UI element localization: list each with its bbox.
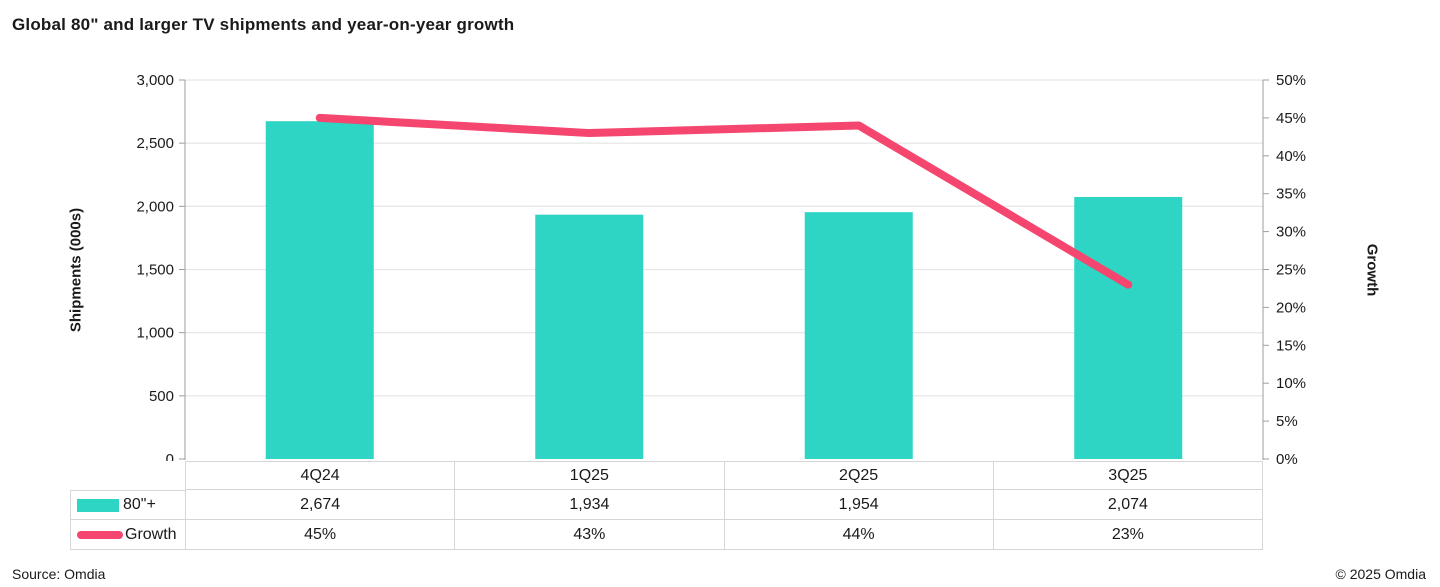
legend-label: 80"+ (123, 496, 156, 513)
left-axis-tick-label: 500 (149, 388, 174, 405)
right-axis-tick-label: 45% (1276, 110, 1306, 127)
right-axis-tick-label: 20% (1276, 299, 1306, 316)
table-header-row: 4Q24 1Q25 2Q25 3Q25 (70, 461, 1263, 490)
table-cell: 23% (992, 520, 1263, 550)
left-axis-tick-label: 3,000 (136, 72, 174, 89)
bar-1Q25 (535, 214, 644, 459)
bar-series-swatch-icon (77, 498, 119, 512)
right-axis-tick-label: 40% (1276, 148, 1306, 165)
left-axis-tick-label: 2,000 (136, 198, 174, 215)
table-cell: 1,954 (723, 490, 993, 520)
right-axis-tick-label: 30% (1276, 224, 1306, 241)
data-table: 4Q24 1Q25 2Q25 3Q25 80"+ 2,674 1,934 1,9… (70, 461, 1263, 550)
line-series-swatch-icon (77, 530, 123, 539)
category-label: 4Q24 (185, 461, 455, 490)
chart-title: Global 80" and larger TV shipments and y… (12, 15, 515, 34)
source-note: Source: Omdia (12, 566, 106, 582)
category-label: 3Q25 (992, 461, 1263, 490)
table-cell: 2,674 (185, 490, 455, 520)
right-axis-title: Growth (1363, 243, 1381, 297)
bar-4Q24 (265, 121, 374, 460)
plot-area: 0 500 1,000 1,500 2,000 2,500 3,000 0% 5% 10% 15% 2… (136, 72, 1306, 468)
table-row: Growth 45% 43% 44% 23% (70, 520, 1263, 550)
right-axis-tick-label: 50% (1276, 72, 1306, 89)
left-axis-tick-label: 0 (166, 451, 174, 468)
table-cell: 45% (185, 520, 455, 550)
bar-3Q25 (1074, 196, 1183, 459)
table-cell: 44% (723, 520, 993, 550)
table-cell: 43% (454, 520, 724, 550)
table-cell: 1,934 (454, 490, 724, 520)
right-axis-tick-label: 5% (1276, 413, 1298, 430)
growth-line (315, 113, 1133, 289)
right-axis-tick-label: 0% (1276, 451, 1298, 468)
table-row: 80"+ 2,674 1,934 1,954 2,074 (70, 490, 1263, 520)
left-axis-tick-label: 1,000 (136, 325, 174, 342)
bar-2Q25 (804, 212, 913, 459)
right-axis-tick-label: 15% (1276, 337, 1306, 354)
right-axis-tick-label: 35% (1276, 186, 1306, 203)
legend-label: Growth (125, 525, 177, 543)
category-label: 1Q25 (454, 461, 724, 490)
right-axis-tick-label: 10% (1276, 375, 1306, 392)
category-label: 2Q25 (723, 461, 993, 490)
left-axis-tick-label: 1,500 (136, 262, 174, 279)
right-axis-tick-label: 25% (1276, 262, 1306, 279)
legend-cell-shipments: 80"+ (70, 490, 185, 520)
table-corner-spacer (70, 461, 185, 490)
legend-cell-growth: Growth (70, 520, 185, 550)
table-cell: 2,074 (992, 490, 1263, 520)
left-axis-tick-label: 2,500 (136, 135, 174, 152)
left-axis-title: Shipments (000s) (67, 207, 85, 333)
copyright-note: © 2025 Omdia (1335, 566, 1426, 582)
